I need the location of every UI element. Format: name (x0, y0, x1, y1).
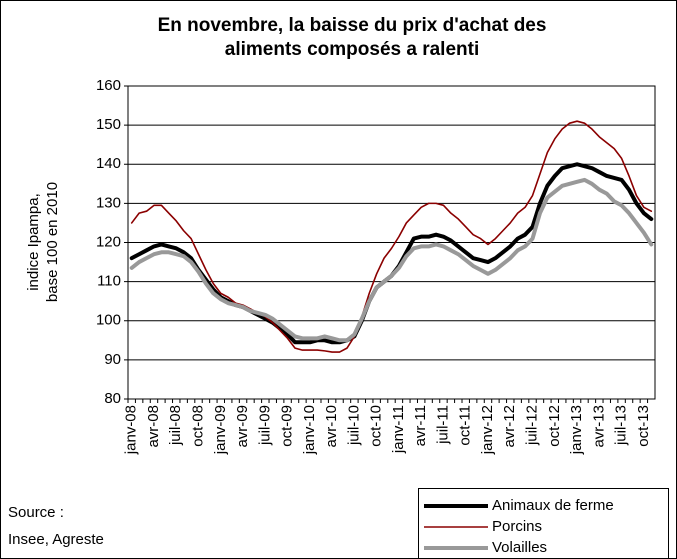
y-tick-label: 80 (104, 390, 121, 407)
x-tick-label: oct-11 (457, 405, 474, 446)
y-tick-label: 90 (104, 351, 121, 368)
chart-title: En novembre, la baisse du prix d'achat d… (158, 15, 547, 36)
x-tick-label: avr-10 (323, 405, 340, 448)
legend-label: Volailles (492, 539, 547, 556)
x-tick-label: oct-08 (189, 405, 206, 447)
source: Insee, Agreste (8, 531, 104, 548)
y-tick-label: 140 (96, 155, 121, 172)
x-tick-label: oct-09 (279, 405, 296, 447)
x-tick-label: janv-10 (301, 405, 318, 455)
series-line (129, 177, 654, 343)
x-tick-label: avr-09 (234, 405, 251, 448)
x-tick-label: janv-09 (212, 405, 229, 455)
y-tick-label: 130 (96, 194, 121, 211)
y-tick-label: 100 (96, 312, 121, 329)
chart-title: aliments composés a ralenti (225, 39, 480, 60)
source: Source : (8, 504, 64, 521)
y-tick-label: 160 (96, 77, 121, 94)
x-tick-label: oct-10 (368, 405, 385, 447)
x-tick-label: janv-08 (123, 405, 140, 455)
x-tick-label: janv-12 (479, 405, 496, 455)
x-tick-label: avr-08 (145, 405, 162, 448)
x-tick-label: janv-13 (568, 405, 585, 455)
x-tick-label: oct-12 (546, 405, 563, 447)
x-tick-label: janv-11 (390, 405, 407, 454)
x-tick-label: juil-08 (167, 405, 184, 446)
x-tick-label: juil-13 (613, 405, 630, 446)
legend-label: Porcins (492, 518, 542, 535)
x-tick-label: juil-09 (256, 405, 273, 446)
x-tick-label: juil-10 (345, 405, 362, 446)
y-tick-label: 150 (96, 116, 121, 133)
legend-label: Animaux de ferme (492, 497, 614, 514)
x-tick-label: oct-13 (635, 405, 652, 447)
y-axis-label: base 100 en 2010 (44, 182, 61, 302)
plot-area (127, 85, 656, 400)
y-tick-label: 110 (97, 273, 121, 290)
y-tick-label: 120 (96, 233, 121, 250)
series-line (130, 120, 653, 353)
x-tick-label: avr-11 (412, 405, 429, 446)
x-tick-label: juil-12 (523, 405, 540, 446)
x-tick-label: avr-13 (590, 405, 607, 448)
x-tick-label: avr-12 (501, 405, 518, 448)
x-tick-label: juil-11 (434, 405, 451, 445)
y-axis-label: indice Ipampa, (25, 193, 42, 291)
